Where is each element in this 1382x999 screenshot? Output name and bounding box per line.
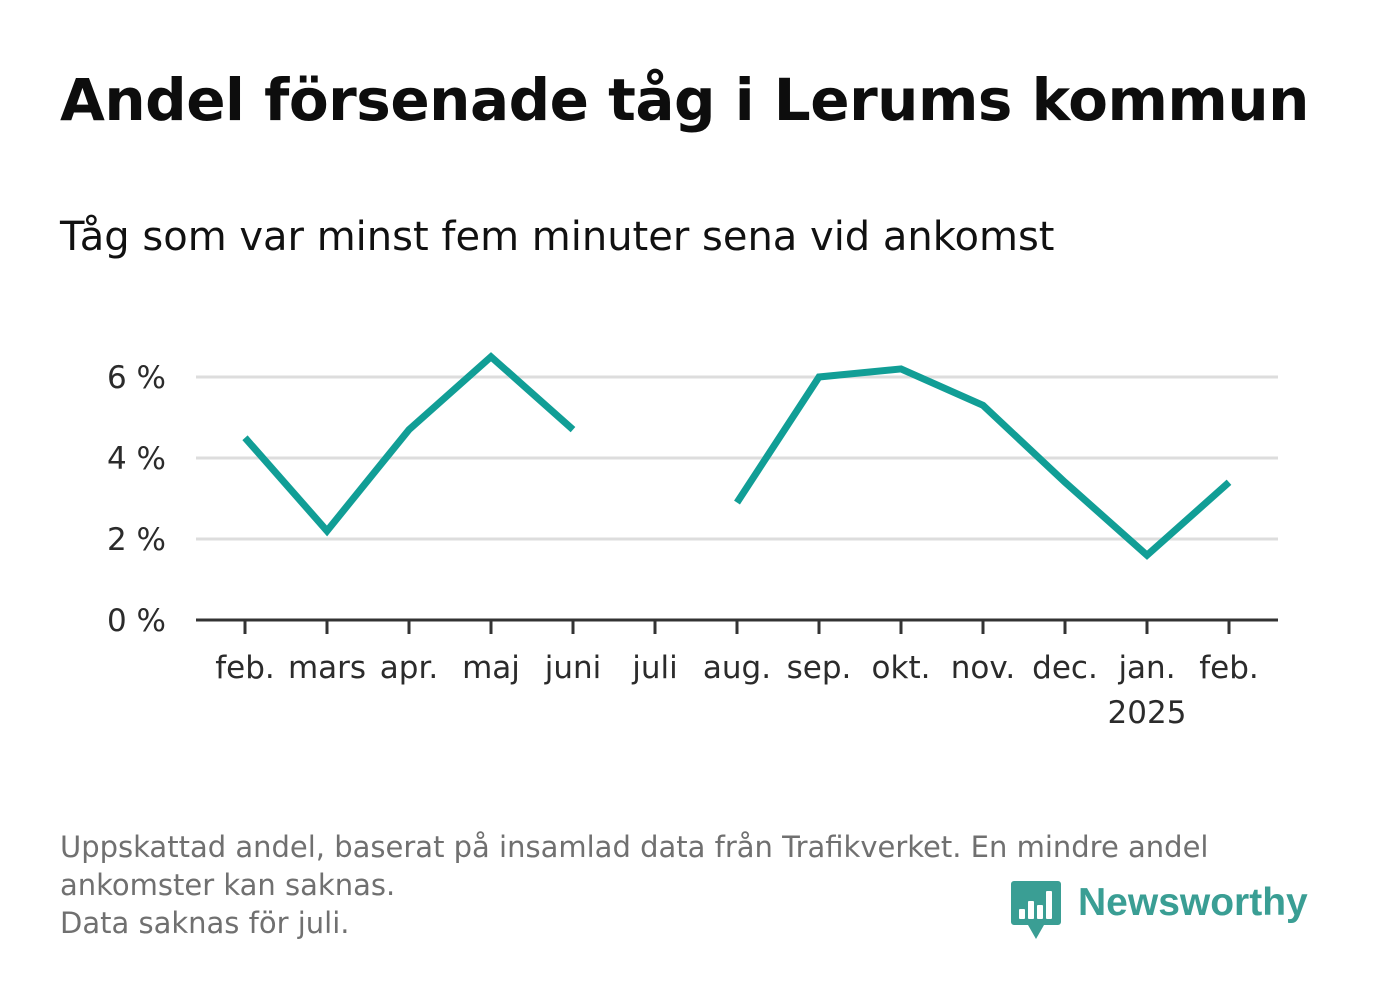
- brand-name: Newsworthy: [1078, 881, 1308, 924]
- x-tick-label: apr.: [380, 650, 438, 686]
- series-line-segment-1: [242, 352, 576, 537]
- x-tick-label: jan.: [1117, 650, 1175, 686]
- x-axis-labels: feb. mars apr. maj juni juli aug. sep. okt. nov. d…: [215, 650, 1259, 731]
- x-tick-label: okt.: [872, 650, 931, 686]
- footnote-line-3: Data saknas för juli.: [60, 906, 350, 940]
- newsworthy-logo: Newsworthy: [1010, 878, 1308, 942]
- gridlines: [196, 375, 1278, 541]
- y-tick-label: 2 %: [107, 522, 166, 558]
- y-tick-label: 6 %: [107, 360, 166, 396]
- x-tick-label: juli: [631, 650, 678, 686]
- footnote-line-2: ankomster kan saknas.: [60, 868, 396, 902]
- bar-chart-badge-icon: [1011, 881, 1061, 939]
- x-tick-label: mars: [288, 650, 366, 686]
- footnote-line-1: Uppskattad andel, baserat på insamlad da…: [60, 830, 1209, 864]
- x-tick-label: sep.: [787, 650, 852, 686]
- x-axis: [196, 618, 1278, 634]
- chart-title: Andel försenade tåg i Lerums kommun: [60, 66, 1309, 134]
- x-tick-label: nov.: [951, 650, 1015, 686]
- line-chart: 0 % 2 % 4 % 6 % feb. mars apr. maj juni juli aug.…: [107, 352, 1278, 731]
- x-tick-label: juni: [544, 650, 602, 686]
- x-tick-label: maj: [462, 650, 520, 686]
- x-tick-label: dec.: [1032, 650, 1098, 686]
- x-year-label: 2025: [1108, 695, 1187, 731]
- series-lines: [242, 352, 1232, 560]
- x-tick-label: feb.: [215, 650, 275, 686]
- y-tick-label: 4 %: [107, 441, 166, 477]
- chart-subtitle: Tåg som var minst fem minuter sena vid a…: [60, 214, 1055, 260]
- x-tick-label: feb.: [1199, 650, 1259, 686]
- footnote: Uppskattad andel, baserat på insamlad da…: [60, 828, 1320, 942]
- series-line-segment-2: [734, 365, 1232, 560]
- y-axis-labels: 0 % 2 % 4 % 6 %: [107, 360, 166, 639]
- y-tick-label: 0 %: [107, 603, 166, 639]
- x-tick-label: aug.: [703, 650, 771, 686]
